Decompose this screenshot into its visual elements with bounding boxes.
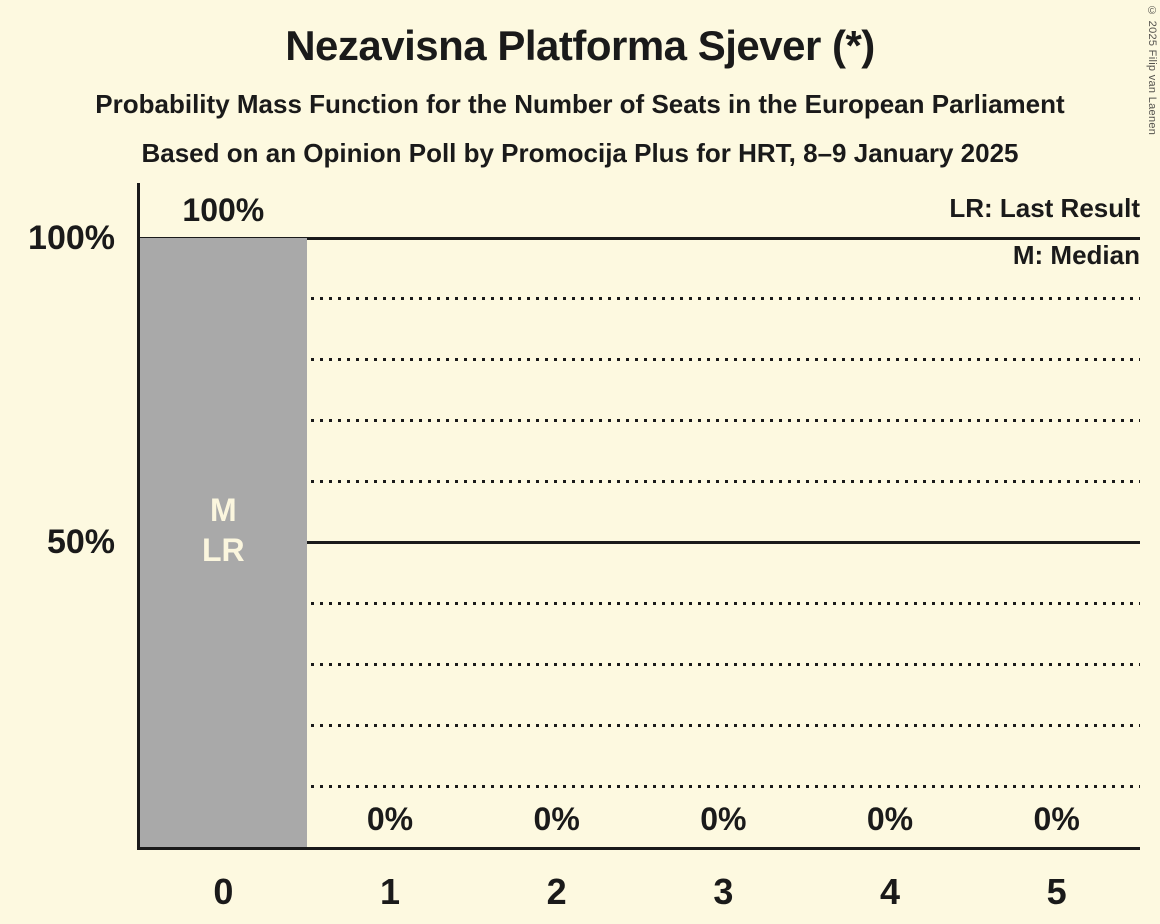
gridline-dotted-90 <box>140 297 1140 301</box>
bar-value-label-0: 100% <box>182 192 265 228</box>
chart-title: Nezavisna Platforma Sjever (*) <box>285 22 875 69</box>
bar-value-label-5: 0% <box>1033 801 1080 837</box>
legend-item-last-result: LR: Last Result <box>949 193 1140 223</box>
gridline-solid-50 <box>140 541 1140 544</box>
bar-value-label-4: 0% <box>866 801 914 837</box>
x-axis-tick-2: 2 <box>546 871 567 912</box>
gridline-dotted-60 <box>140 480 1140 484</box>
chart-subtitle: Probability Mass Function for the Number… <box>95 89 1065 119</box>
bar-value-label-2: 0% <box>533 801 580 837</box>
chart-source-line: Based on an Opinion Poll by Promocija Pl… <box>141 138 1019 168</box>
legend-item-median: M: Median <box>1012 240 1140 270</box>
copyright-note: © 2025 Filip van Laenen <box>1146 5 1158 136</box>
legend: LR: Last Result M: Median <box>949 185 1140 279</box>
gridline-dotted-20 <box>140 723 1140 727</box>
gridline-dotted-80 <box>140 358 1140 362</box>
y-axis-tick-100: 100% <box>28 219 115 257</box>
gridline-dotted-70 <box>140 419 1140 423</box>
bar-annotation-median-lastresult: M LR <box>202 492 245 568</box>
gridline-dotted-40 <box>140 601 1140 605</box>
plot-area: 100% 0% 0% 0% 0% 0% M LR <box>137 183 1140 850</box>
gridline-dotted-10 <box>140 784 1140 788</box>
bar-value-label-3: 0% <box>700 801 747 837</box>
y-axis-line <box>137 183 140 850</box>
x-axis-line <box>137 847 1140 850</box>
gridline-dotted-30 <box>140 662 1140 666</box>
x-axis-tick-0: 0 <box>213 871 234 912</box>
x-axis-tick-5: 5 <box>1046 871 1067 912</box>
bar-value-label-1: 0% <box>366 801 414 837</box>
x-axis-tick-4: 4 <box>879 871 900 912</box>
y-axis-tick-50: 50% <box>46 523 115 561</box>
x-axis-tick-3: 3 <box>713 871 734 912</box>
bar-seats-0 <box>140 238 307 847</box>
x-axis-tick-1: 1 <box>379 871 400 912</box>
gridline-solid-100 <box>140 236 1140 240</box>
